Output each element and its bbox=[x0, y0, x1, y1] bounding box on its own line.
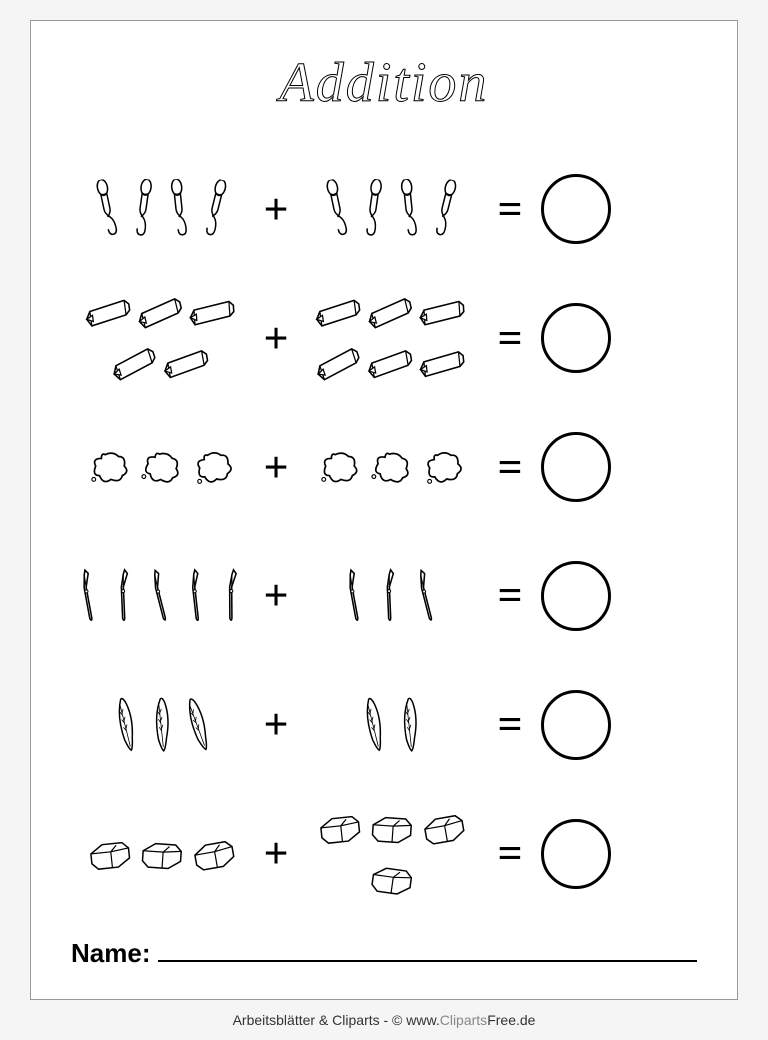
pencil-icon bbox=[417, 291, 470, 334]
eraser-icon bbox=[363, 856, 418, 903]
splat-icon bbox=[314, 447, 364, 487]
eraser-icon bbox=[312, 806, 366, 851]
plus-operator: + bbox=[251, 184, 301, 235]
pencil-icon bbox=[187, 291, 240, 334]
pencil-icon bbox=[105, 337, 165, 390]
problem-row-brush: += bbox=[71, 154, 697, 264]
equals-sign: = bbox=[481, 699, 531, 750]
plus-operator: + bbox=[251, 442, 301, 493]
pencil-icon bbox=[159, 340, 215, 388]
splat-icon bbox=[185, 444, 240, 491]
footer-brand: Cliparts bbox=[440, 1012, 487, 1028]
footer-text-c: Free.de bbox=[487, 1012, 535, 1028]
problem-row-feather: += bbox=[71, 670, 697, 780]
pen-icon bbox=[212, 564, 254, 628]
equals-sign: = bbox=[481, 570, 531, 621]
right-group-feather bbox=[301, 675, 481, 775]
pencil-icon bbox=[309, 337, 369, 390]
pencil-icon bbox=[416, 341, 470, 386]
right-group-splat bbox=[301, 417, 481, 517]
answer-circle[interactable] bbox=[541, 303, 611, 373]
brush-icon bbox=[191, 176, 239, 242]
answer-circle[interactable] bbox=[541, 432, 611, 502]
left-group-pencil bbox=[71, 288, 251, 388]
eraser-icon bbox=[365, 806, 418, 849]
pencil-icon bbox=[132, 287, 190, 338]
eraser-icon bbox=[415, 804, 471, 852]
name-input-line[interactable] bbox=[158, 960, 697, 962]
right-group-pencil bbox=[301, 288, 481, 388]
equals-sign: = bbox=[481, 828, 531, 879]
page-title: Addition bbox=[71, 51, 697, 115]
left-group-splat bbox=[71, 417, 251, 517]
right-group-brush bbox=[301, 159, 481, 259]
left-group-eraser bbox=[71, 804, 251, 904]
problem-rows: +=+=+=+=+=+= bbox=[71, 145, 697, 918]
splat-icon bbox=[133, 443, 189, 491]
worksheet-page: Addition +=+=+=+=+=+= Name: bbox=[30, 20, 738, 1000]
feather-icon bbox=[389, 693, 429, 756]
equals-sign: = bbox=[481, 313, 531, 364]
splat-icon bbox=[84, 447, 134, 487]
name-label: Name: bbox=[71, 938, 150, 969]
plus-operator: + bbox=[251, 828, 301, 879]
answer-circle[interactable] bbox=[541, 174, 611, 244]
problem-row-pencil: += bbox=[71, 283, 697, 393]
eraser-icon bbox=[135, 832, 188, 875]
pencil-icon bbox=[363, 340, 419, 388]
equals-sign: = bbox=[481, 184, 531, 235]
splat-icon bbox=[363, 443, 419, 491]
footer-credit: Arbeitsblätter & Cliparts - © www.Clipar… bbox=[0, 1012, 768, 1028]
pencil-icon bbox=[311, 289, 366, 336]
left-group-brush bbox=[71, 159, 251, 259]
footer-text-a: Arbeitsblätter & Cliparts - © www. bbox=[233, 1012, 440, 1028]
brush-icon bbox=[352, 177, 394, 241]
plus-operator: + bbox=[251, 699, 301, 750]
answer-circle[interactable] bbox=[541, 819, 611, 889]
problem-row-eraser: += bbox=[71, 799, 697, 909]
left-group-feather bbox=[71, 675, 251, 775]
answer-circle[interactable] bbox=[541, 561, 611, 631]
pencil-icon bbox=[81, 289, 136, 336]
plus-operator: + bbox=[251, 313, 301, 364]
problem-row-splat: += bbox=[71, 412, 697, 522]
problem-row-pen: += bbox=[71, 541, 697, 651]
pencil-icon bbox=[362, 287, 420, 338]
plus-operator: + bbox=[251, 570, 301, 621]
brush-icon bbox=[421, 176, 469, 242]
left-group-pen bbox=[71, 546, 251, 646]
equals-sign: = bbox=[481, 442, 531, 493]
splat-icon bbox=[415, 444, 470, 491]
answer-circle[interactable] bbox=[541, 690, 611, 760]
right-group-eraser bbox=[301, 804, 481, 904]
brush-icon bbox=[122, 177, 164, 241]
right-group-pen bbox=[301, 546, 481, 646]
name-row: Name: bbox=[71, 938, 697, 969]
eraser-icon bbox=[185, 830, 241, 878]
eraser-icon bbox=[82, 831, 136, 876]
